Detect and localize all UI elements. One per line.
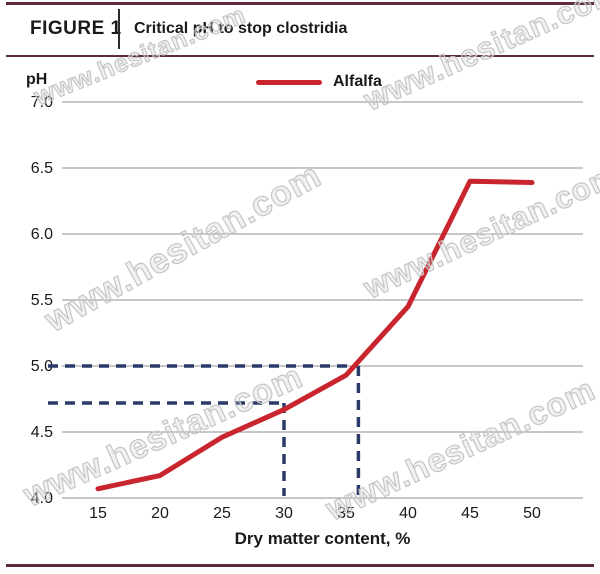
chart-legend: Alfalfa (256, 73, 382, 91)
y-tick-label: 4.0 (31, 490, 53, 507)
y-tick-label: 4.5 (31, 424, 53, 441)
figure-number-label: FIGURE 1 (30, 18, 122, 39)
y-tick-label: 7.0 (31, 94, 53, 111)
series-line-alfalfa (95, 178, 535, 492)
x-tick-label: 45 (461, 505, 479, 522)
header-divider (118, 9, 120, 49)
x-tick-label: 35 (337, 505, 355, 522)
x-tick-label: 30 (275, 505, 293, 522)
y-axis-title: pH (26, 71, 48, 88)
x-axis-title: Dry matter content, % (234, 529, 411, 548)
y-tick-label: 6.5 (31, 160, 53, 177)
figure-title: Critical pH to stop clostridia (134, 20, 348, 37)
x-tick-label: 20 (151, 505, 169, 522)
legend-line-swatch (256, 79, 322, 85)
y-tick-label: 5.0 (31, 358, 53, 375)
top-rule (6, 2, 594, 5)
x-tick-label: 50 (523, 505, 541, 522)
x-tick-label: 25 (213, 505, 231, 522)
header-bottom-rule (6, 55, 594, 57)
x-tick-label: 40 (399, 505, 417, 522)
y-tick-label: 5.5 (31, 292, 53, 309)
y-tick-label: 6.0 (31, 226, 53, 243)
x-tick-label: 15 (89, 505, 107, 522)
bottom-rule (6, 564, 594, 567)
legend-series-label: Alfalfa (333, 73, 382, 90)
